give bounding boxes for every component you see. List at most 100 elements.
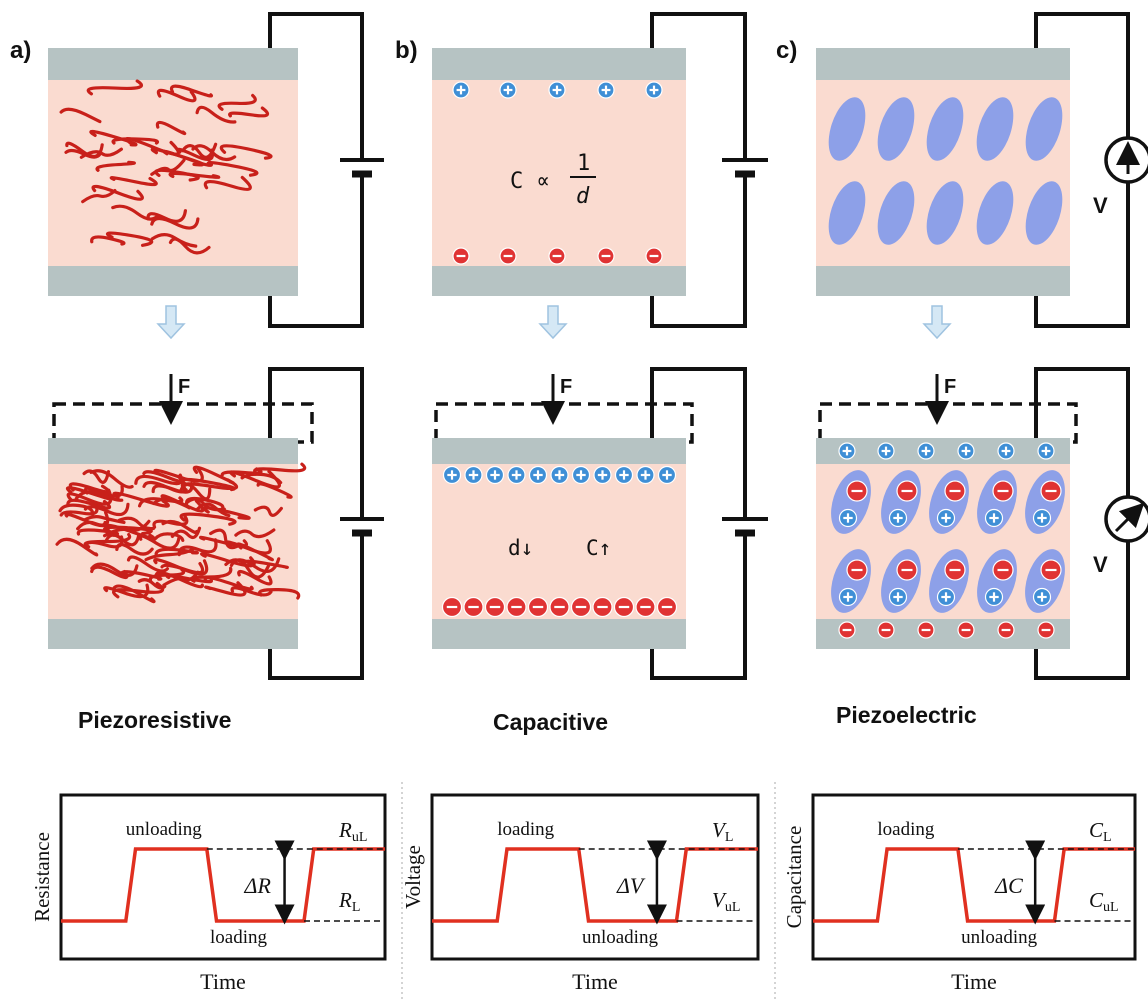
minus-charge-icon: [499, 247, 517, 265]
graph-frame: [811, 793, 1137, 961]
fiber: [126, 555, 169, 573]
plus-charge-icon: [485, 465, 505, 485]
plus-charge-icon: [957, 442, 975, 460]
fiber: [228, 469, 281, 489]
fiber: [219, 144, 273, 160]
fiber: [83, 532, 132, 549]
grain: [926, 97, 964, 161]
capacitance-increase: C↑: [586, 536, 611, 560]
fiber: [58, 503, 95, 517]
fiber: [242, 559, 289, 569]
top-state-label: loading: [497, 819, 554, 840]
fiber: [154, 571, 204, 589]
minus-charge-icon: [592, 596, 613, 618]
circuit-wire: [268, 12, 364, 160]
fiber: [112, 584, 156, 604]
bottom-electrode: [48, 266, 298, 296]
grain: [1025, 181, 1063, 245]
bottom-level-symbol: VuL: [712, 888, 740, 915]
minus-charge-icon: [997, 621, 1015, 639]
fiber: [200, 552, 256, 568]
minus-charge-icon: [463, 596, 484, 618]
plus-charge-icon: [571, 465, 591, 485]
minus-charge-icon: [877, 621, 895, 639]
circuit-wire: [650, 533, 747, 680]
fiber: [155, 120, 187, 136]
minus-charge-icon: [484, 596, 506, 618]
grain: [828, 181, 866, 245]
mechanism-title: Piezoelectric: [836, 702, 977, 728]
minus-charge-icon: [944, 480, 966, 502]
fiber: [106, 231, 154, 247]
fiber: [112, 491, 170, 508]
fiber: [160, 494, 205, 513]
induced-positive-charges: [838, 442, 1055, 460]
fiber: [91, 184, 144, 201]
plus-charge-icon: [838, 508, 858, 528]
transition-arrow: [156, 305, 186, 340]
negative-charges: [452, 247, 663, 265]
bottom-electrode: [816, 266, 1070, 296]
minus-charge-icon: [846, 480, 868, 502]
bottom-state-label: unloading: [582, 927, 658, 948]
y-axis-label: Capacitance: [782, 826, 806, 929]
mechanism-title: Capacitive: [493, 709, 608, 735]
fiber: [95, 160, 136, 172]
plus-charge-icon: [917, 442, 935, 460]
fiber: [55, 537, 99, 557]
circuit-wire: [1034, 182, 1130, 328]
top-electrode: [816, 48, 1070, 80]
fiber: [111, 137, 160, 145]
plus-charge-icon: [936, 508, 956, 528]
fiber: [165, 574, 214, 584]
graph-frame: [430, 793, 760, 961]
fiber: [150, 216, 200, 230]
plus-charge-icon: [528, 465, 548, 485]
fiber: [220, 467, 263, 477]
fiber: [206, 161, 259, 177]
force-label: F: [178, 376, 190, 398]
plus-charge-icon: [838, 442, 856, 460]
plus-charge-icon: [657, 465, 677, 485]
fiber: [81, 189, 117, 204]
grain: [1025, 97, 1063, 161]
minus-charge-icon: [548, 247, 566, 265]
fiber: [86, 79, 143, 96]
fiber: [90, 562, 139, 577]
signal-trace: [61, 847, 385, 923]
plus-charge-icon: [1032, 508, 1052, 528]
plus-charge-icon: [1037, 442, 1055, 460]
plus-charge-icon: [645, 81, 663, 99]
fiber: [65, 141, 104, 159]
formula-denominator: d: [576, 184, 590, 209]
top-state-label: unloading: [126, 819, 202, 840]
y-axis-label: Resistance: [30, 832, 54, 922]
minus-charge-icon: [838, 621, 856, 639]
plus-charge-icon: [507, 465, 526, 485]
plus-charge-icon: [548, 81, 566, 99]
fiber: [89, 129, 138, 147]
plus-charge-icon: [936, 587, 956, 607]
plus-charge-icon: [550, 465, 569, 485]
panel-a-label: a): [10, 37, 31, 64]
delta-label: ΔC: [994, 873, 1023, 898]
signal-trace: [432, 847, 758, 923]
bottom-electrode: [816, 619, 1070, 649]
minus-charge-icon: [452, 247, 470, 265]
induced-negative-charges: [838, 621, 1055, 639]
signal-trace: [813, 847, 1135, 923]
fiber: [202, 506, 251, 520]
fiber: [120, 570, 163, 581]
minus-charge-icon: [441, 596, 463, 618]
fiber: [102, 519, 151, 538]
fiber: [59, 504, 99, 517]
circuit-wire: [268, 367, 364, 519]
fiber: [209, 528, 239, 550]
fiber: [83, 502, 130, 517]
fiber: [256, 482, 293, 499]
positive-charges: [452, 81, 663, 99]
conductive-fibers-sparse: [59, 79, 273, 255]
plus-charge-icon: [984, 587, 1004, 607]
x-axis-label: Time: [200, 969, 246, 994]
